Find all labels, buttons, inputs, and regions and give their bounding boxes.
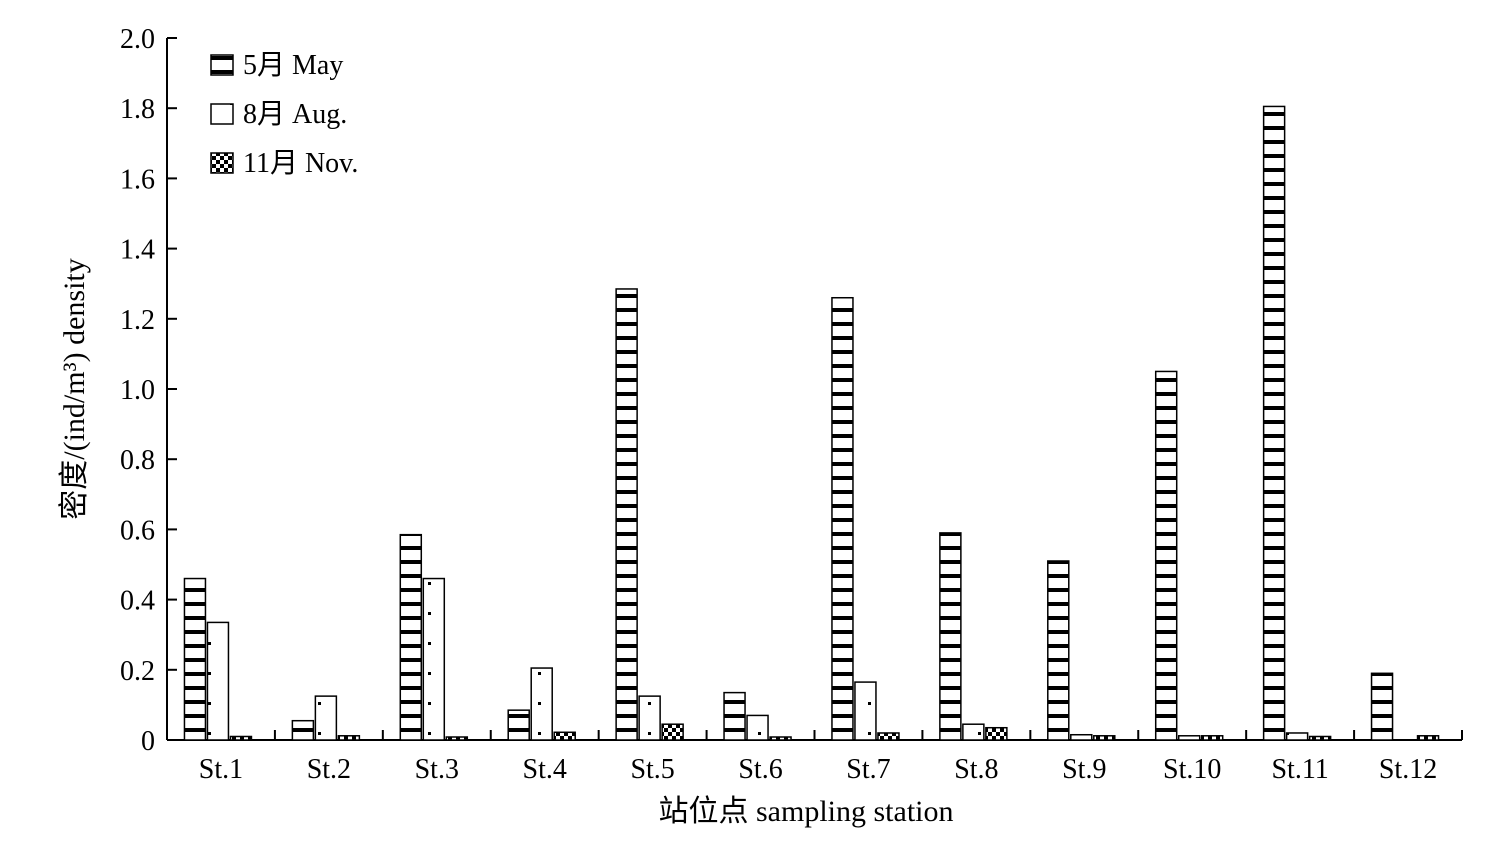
legend-label: 8月 Aug. (243, 99, 347, 130)
bar-may (615, 288, 638, 741)
y-tick-label: 0 (141, 726, 155, 757)
bar-aug (206, 621, 230, 741)
x-tick-label: St.5 (630, 754, 674, 785)
x-tick-label: St.10 (1163, 754, 1221, 785)
y-tick-label: 1.0 (120, 375, 155, 406)
x-tick-label: St.7 (846, 754, 890, 785)
legend-swatch (210, 54, 234, 76)
bar-may (1262, 105, 1286, 741)
x-tick-label: St.12 (1379, 754, 1437, 785)
bar-aug (962, 723, 985, 741)
y-tick-label: 2.0 (120, 24, 155, 55)
bar-nov (1308, 735, 1332, 741)
y-tick-label: 0.4 (120, 586, 155, 617)
legend-swatch (210, 152, 234, 174)
y-tick-label: 1.8 (120, 94, 155, 125)
y-tick-label: 1.2 (120, 305, 155, 336)
bar-may (723, 691, 746, 741)
bar-nov (445, 736, 469, 741)
bar-nov (337, 735, 361, 741)
x-tick-label: St.8 (954, 754, 998, 785)
x-tick-label: St.1 (199, 754, 243, 785)
y-tick-label: 1.6 (120, 164, 155, 195)
legend-label: 11月 Nov. (243, 148, 358, 179)
legend-label: 5月 May (243, 50, 343, 81)
bar-aug (530, 667, 553, 741)
bars-group (183, 105, 1440, 741)
x-tick-label: St.3 (415, 754, 459, 785)
legend-swatch (210, 103, 234, 125)
bar-nov (985, 726, 1008, 741)
legend: 5月 May 8月 Aug. 11月 Nov. (210, 50, 358, 179)
y-tick-label: 0.8 (120, 445, 155, 476)
bar-aug (638, 695, 661, 741)
bar-may (291, 719, 315, 741)
x-tick-label: St.4 (523, 754, 567, 785)
bar-may (939, 532, 962, 741)
bar-nov (553, 731, 576, 741)
bar-aug (314, 695, 338, 741)
bar-may (183, 577, 207, 741)
bar-nov (769, 736, 792, 741)
bar-aug (1070, 733, 1093, 741)
bar-nov (229, 735, 253, 741)
bar-nov (1093, 735, 1116, 741)
x-axis-title: 站位点 sampling station (659, 795, 954, 828)
bar-aug (1285, 732, 1309, 741)
y-axis-ticks: 0 0.2 0.4 0.6 0.8 1.0 1.2 1.4 1.6 1.8 2.0 (120, 24, 177, 757)
bar-may (831, 296, 854, 741)
bar-may (1154, 370, 1178, 741)
bar-nov (877, 732, 900, 741)
x-tick-label: St.2 (307, 754, 351, 785)
bar-aug (746, 714, 769, 741)
x-tick-label: St.9 (1062, 754, 1106, 785)
bar-aug (422, 577, 446, 741)
y-tick-label: 0.2 (120, 656, 155, 687)
y-axis-title: 密度/(ind/m³) density (58, 258, 91, 519)
x-tick-label: St.6 (738, 754, 782, 785)
bar-nov (661, 723, 684, 741)
bar-may (1370, 672, 1394, 741)
x-axis-ticks: St.1 St.2 St.3 St.4 St.5 St.6 St.7 St.8 St.9 St.1… (199, 730, 1463, 785)
bar-may (1047, 560, 1070, 741)
bar-may (399, 533, 423, 741)
bar-nov (1200, 735, 1224, 741)
bar-nov (1416, 735, 1440, 741)
y-tick-label: 0.6 (120, 515, 155, 546)
bar-may (507, 709, 530, 741)
bar-aug (1177, 735, 1201, 741)
y-tick-label: 1.4 (120, 235, 155, 266)
x-tick-label: St.11 (1271, 754, 1328, 785)
bar-aug (854, 681, 877, 741)
